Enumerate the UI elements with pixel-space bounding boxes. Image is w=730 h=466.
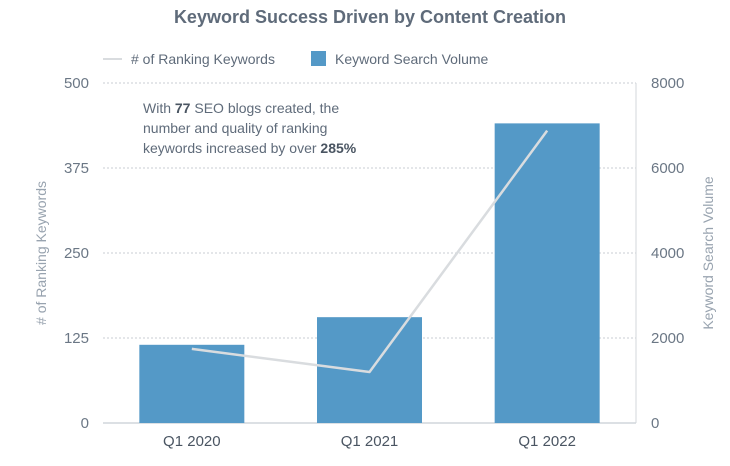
category-label: Q1 2021 [341,433,399,450]
annotation: With 77 SEO blogs created, the number an… [143,100,357,156]
annotation-part: With [143,100,175,116]
annotation-line-2: number and quality of ranking [143,120,327,136]
annotation-line-1: With 77 SEO blogs created, the [143,100,339,116]
legend: # of Ranking Keywords Keyword Search Vol… [103,51,489,67]
annotation-part: SEO blogs created, the [190,100,339,116]
right-tick-label: 8000 [651,75,684,92]
bar [139,344,245,423]
chart-title: Keyword Success Driven by Content Creati… [174,7,566,27]
legend-label-line: # of Ranking Keywords [131,51,275,67]
bar [494,123,600,423]
left-tick-label: 0 [81,415,89,432]
left-tick-label: 375 [64,160,89,177]
legend-label-bar: Keyword Search Volume [335,51,489,67]
category-labels: Q1 2020 Q1 2021 Q1 2022 [163,433,576,450]
annotation-part: keywords increased by over [143,140,320,156]
annotation-line-3: keywords increased by over 285% [143,140,357,156]
category-label: Q1 2022 [518,433,576,450]
right-tick-label: 4000 [651,245,684,262]
left-tick-label: 500 [64,75,89,92]
annotation-percent: 285% [320,140,356,156]
left-axis-ticks: 0 125 250 375 500 [64,75,89,432]
line-series [191,129,549,374]
right-axis-label: Keyword Search Volume [700,176,716,330]
left-tick-label: 125 [64,330,89,347]
left-axis-label: # of Ranking Keywords [33,181,49,325]
left-tick-label: 250 [64,245,89,262]
right-axis-ticks: 0 2000 4000 6000 8000 [651,75,684,432]
right-tick-label: 0 [651,415,659,432]
category-label: Q1 2020 [163,433,221,450]
right-tick-label: 6000 [651,160,684,177]
legend-bar-swatch [311,51,326,66]
right-tick-label: 2000 [651,330,684,347]
annotation-blog-count: 77 [175,100,191,116]
